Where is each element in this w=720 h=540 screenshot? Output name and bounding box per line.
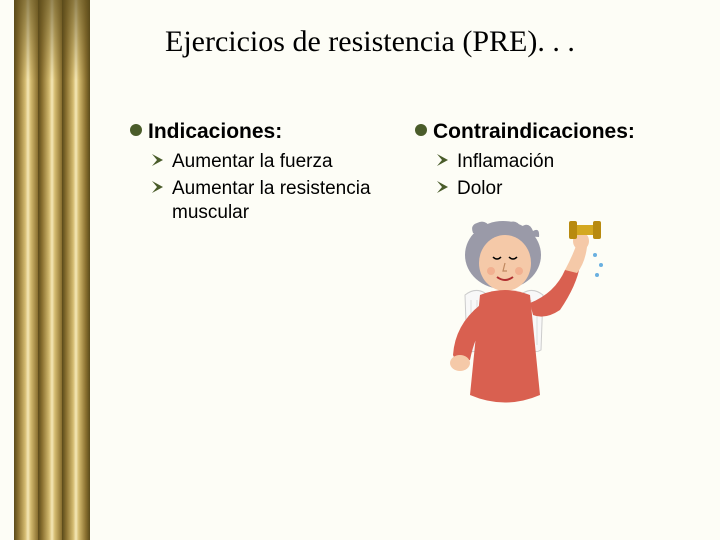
item-text: Inflamación <box>457 151 554 172</box>
list-item: Aumentar la fuerza <box>152 150 415 175</box>
indications-heading: Indicaciones: <box>130 120 415 144</box>
content-columns: Indicaciones: Aumentar la fuerza Aumenta… <box>130 120 700 228</box>
ribbon-stripe <box>62 0 90 540</box>
list-item: Aumentar la resistencia muscular <box>152 177 415 226</box>
heading-text: Indicaciones: <box>148 120 282 143</box>
exercise-clipart <box>425 215 615 415</box>
right-column: Contraindicaciones: Inflamación Dolor <box>415 120 700 228</box>
decorative-sidebar <box>0 0 110 540</box>
item-text: Aumentar la fuerza <box>172 151 333 172</box>
item-text: Aumentar la resistencia muscular <box>172 178 371 224</box>
bullet-dot-icon <box>130 124 142 136</box>
list-item: Inflamación <box>437 150 700 175</box>
list-item: Dolor <box>437 177 700 202</box>
contraindications-heading: Contraindicaciones: <box>415 120 700 144</box>
bullet-dot-icon <box>415 124 427 136</box>
arrow-bullet-icon <box>437 181 448 193</box>
left-column: Indicaciones: Aumentar la fuerza Aumenta… <box>130 120 415 228</box>
arrow-bullet-icon <box>152 154 163 166</box>
arrow-bullet-icon <box>152 181 163 193</box>
heading-text: Contraindicaciones: <box>433 120 635 143</box>
slide-title: Ejercicios de resistencia (PRE). . . <box>165 25 575 59</box>
arrow-bullet-icon <box>437 154 448 166</box>
item-text: Dolor <box>457 178 502 199</box>
